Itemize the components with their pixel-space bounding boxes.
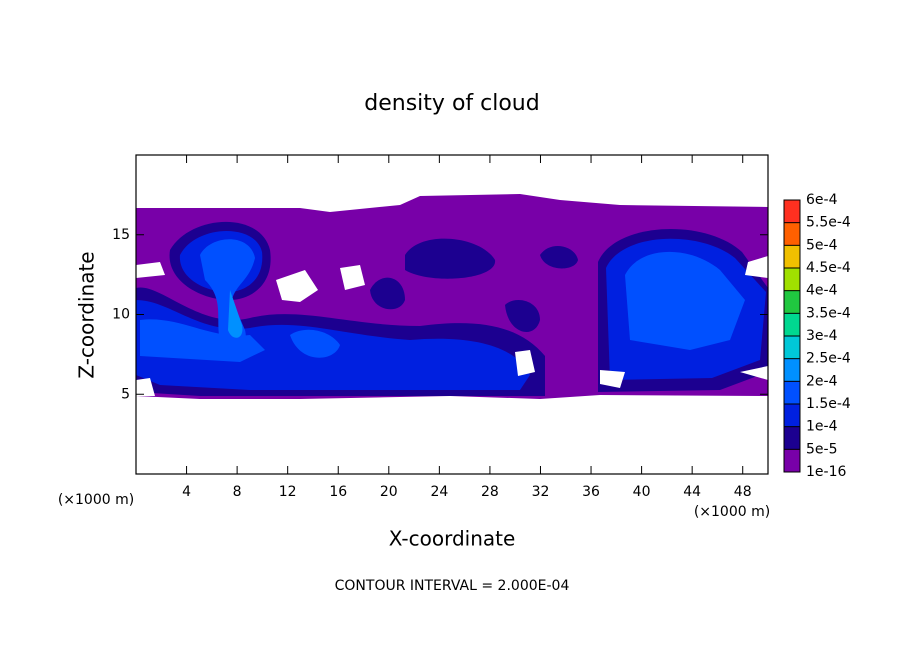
x-tick-label: 8 xyxy=(233,484,242,500)
colorbar-label: 2e-4 xyxy=(806,373,838,389)
y-axis-label: Z-coordinate xyxy=(75,251,99,378)
chart-title: density of cloud xyxy=(364,91,539,116)
x-tick-label: 12 xyxy=(279,484,297,500)
empty-region xyxy=(745,256,768,278)
y-tick-label: 10 xyxy=(112,307,130,323)
colorbar-band xyxy=(784,200,800,223)
colorbar-band xyxy=(784,222,800,246)
colorbar-band xyxy=(784,449,800,472)
x-tick-label: 20 xyxy=(380,484,398,500)
contour-region xyxy=(405,238,496,279)
colorbar-label: 5.5e-4 xyxy=(806,215,851,231)
contour-region xyxy=(200,239,255,349)
colorbar-label: 1e-4 xyxy=(806,419,838,435)
colorbar-label: 5e-4 xyxy=(806,237,838,253)
colorbar-label: 6e-4 xyxy=(806,192,838,208)
colorbar-band xyxy=(784,245,800,268)
empty-region xyxy=(136,262,165,278)
footer: CONTOUR INTERVAL = 2.000E-04 xyxy=(335,578,570,594)
x-tick-label: 28 xyxy=(481,484,499,500)
colorbar-label: 1e-16 xyxy=(806,464,846,480)
colorbar-label: 5e-5 xyxy=(806,441,837,457)
colorbar-band xyxy=(784,404,800,427)
colorbar-band xyxy=(784,313,800,336)
colorbar-label: 3.5e-4 xyxy=(806,305,851,321)
colorbar-label: 4e-4 xyxy=(806,283,838,299)
colorbar-label: 2.5e-4 xyxy=(806,351,851,367)
contour-region xyxy=(540,245,578,269)
x-tick-label: 4 xyxy=(182,484,191,500)
colorbar-band xyxy=(784,336,800,359)
colorbar-band xyxy=(784,290,800,314)
x-tick-label: 44 xyxy=(683,484,701,500)
empty-region xyxy=(515,350,535,376)
colorbar-band xyxy=(784,268,800,291)
colorbar-band xyxy=(784,381,800,404)
x-tick-label: 16 xyxy=(329,484,347,500)
contour-region xyxy=(290,329,340,358)
x-tick-label: 48 xyxy=(734,484,752,500)
contour-region xyxy=(505,300,540,332)
x-tick-label: 36 xyxy=(582,484,600,500)
colorbar-band xyxy=(784,426,800,450)
contour-region xyxy=(625,251,745,350)
x-unit-label: (×1000 m) xyxy=(694,504,770,520)
empty-region xyxy=(740,366,768,380)
colorbar-label: 1.5e-4 xyxy=(806,396,851,412)
y-unit-label: (×1000 m) xyxy=(58,492,134,508)
contour-region xyxy=(228,290,243,338)
empty-region xyxy=(340,265,365,290)
colorbar-label: 4.5e-4 xyxy=(806,260,851,276)
colorbar-band xyxy=(784,358,800,382)
colorbar-label: 3e-4 xyxy=(806,328,838,344)
x-tick-label: 24 xyxy=(430,484,448,500)
y-tick-label: 5 xyxy=(121,386,130,402)
y-tick-label: 15 xyxy=(112,227,130,243)
contour-region xyxy=(370,277,405,310)
empty-region xyxy=(276,270,318,302)
empty-region xyxy=(136,378,155,396)
x-tick-label: 32 xyxy=(532,484,550,500)
x-tick-label: 40 xyxy=(633,484,651,500)
contour-region xyxy=(140,319,265,362)
x-axis-label: X-coordinate xyxy=(389,527,516,551)
empty-region xyxy=(600,370,625,388)
